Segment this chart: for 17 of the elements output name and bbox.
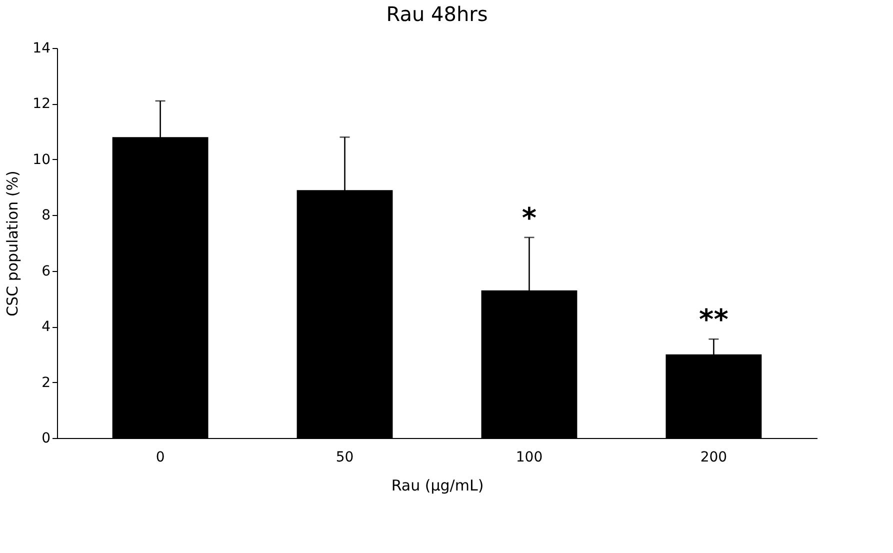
x-axis-title: Rau (µg/mL)	[391, 476, 484, 494]
annotation: **	[699, 303, 729, 336]
y-tick-label: 0	[42, 430, 50, 446]
y-tick-label: 10	[32, 152, 50, 168]
y-tick-label: 2	[42, 374, 50, 391]
y-tick-label: 12	[32, 96, 50, 112]
x-tick-label: 100	[516, 450, 543, 466]
x-tick-label: 0	[156, 450, 165, 466]
annotation: *	[522, 201, 537, 234]
y-tick-label: 8	[42, 208, 50, 224]
y-tick-label: 14	[32, 40, 51, 56]
x-tick-label: 200	[700, 450, 728, 466]
chart-title: Rau 48hrs	[386, 2, 488, 26]
y-axis-title: CSC population (%)	[4, 170, 22, 316]
y-tick-label: 6	[42, 263, 51, 280]
y-tick-label: 4	[42, 319, 51, 336]
x-tick-label: 50	[336, 450, 354, 466]
